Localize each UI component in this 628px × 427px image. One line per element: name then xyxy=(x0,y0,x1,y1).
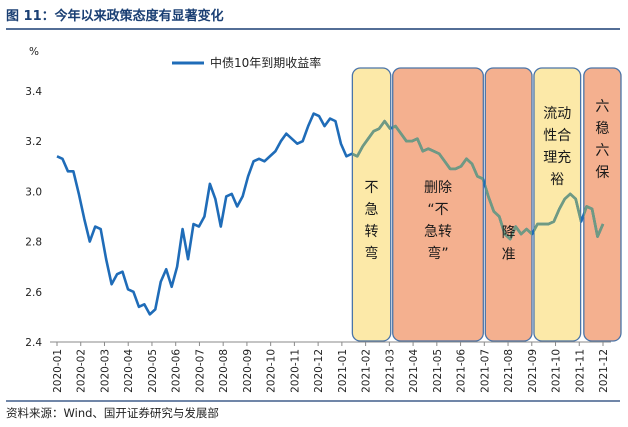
x-tick-label: 2021-10 xyxy=(551,349,563,393)
policy-band-5 xyxy=(583,67,622,342)
figure-title: 图 11：今年以来政策态度有显著变化 xyxy=(6,8,224,24)
x-tick-label: 2020-09 xyxy=(242,349,254,393)
x-tick-label: 2021-08 xyxy=(503,349,515,393)
policy-band-2 xyxy=(392,67,484,342)
y-tick-label: 3.4 xyxy=(25,86,42,98)
x-tick-label: 2020-04 xyxy=(123,349,135,393)
policy-band-1 xyxy=(351,67,392,342)
x-tick-label: 2020-11 xyxy=(289,349,301,393)
x-tick-label: 2021-12 xyxy=(598,349,610,393)
x-tick-label: 2021-02 xyxy=(361,349,373,393)
x-tick-label: 2020-02 xyxy=(76,349,88,393)
x-tick-label: 2020-05 xyxy=(147,349,159,393)
x-tick-label: 2020-06 xyxy=(171,349,183,393)
policy-band-label-5: 六稳六保 xyxy=(595,99,609,181)
y-tick-label: 2.6 xyxy=(25,287,42,299)
policy-band-label-1: 不急转弯 xyxy=(365,180,379,262)
x-tick-label: 2020-03 xyxy=(99,349,111,393)
yield-line-in-bands xyxy=(352,112,605,316)
y-axis-unit: % xyxy=(29,46,39,58)
x-tick-label: 2020-10 xyxy=(266,349,278,393)
policy-band-labels: 不急转弯 删除“不急转弯” 降准 流动性合理充裕 六稳六保 xyxy=(365,99,610,263)
x-tick-label: 2021-01 xyxy=(337,349,349,393)
y-tick-label: 3.2 xyxy=(25,136,42,148)
y-tick-label: 3.0 xyxy=(25,186,42,198)
y-tick-label: 2.4 xyxy=(25,337,42,349)
policy-bands xyxy=(351,67,622,342)
x-tick-label: 2020-12 xyxy=(313,349,325,393)
legend-label: 中债10年到期收益率 xyxy=(210,55,321,70)
x-tick-label: 2020-08 xyxy=(218,349,230,393)
x-tick-label: 2021-05 xyxy=(432,349,444,393)
policy-band-label-4: 流动性合理充裕 xyxy=(543,106,571,188)
y-tick-label: 2.8 xyxy=(25,237,42,249)
x-tick-label: 2020-01 xyxy=(52,349,64,393)
source-note: 资料来源：Wind、国开证券研究与发展部 xyxy=(6,406,219,420)
policy-band-3 xyxy=(484,67,533,342)
x-tick-label: 2021-03 xyxy=(384,349,396,393)
chart-legend: 中债10年到期收益率 xyxy=(172,55,321,70)
x-tick-label: 2020-07 xyxy=(194,349,206,393)
x-tick-label: 2021-07 xyxy=(479,349,491,393)
chart-axes: 2.4 2.6 2.8 3.0 3.2 3.4 2020-01 2020-02 2020-03 2… xyxy=(25,86,611,393)
policy-band-4 xyxy=(533,67,582,342)
x-tick-label: 2021-06 xyxy=(456,349,468,393)
x-tick-label: 2021-09 xyxy=(527,349,539,393)
x-tick-label: 2021-11 xyxy=(574,349,586,393)
yield-series xyxy=(56,112,605,316)
x-tick-label: 2021-04 xyxy=(408,349,420,393)
policy-band-label-2: 删除“不急转弯” xyxy=(424,180,452,262)
policy-band-label-3: 降准 xyxy=(502,225,516,263)
